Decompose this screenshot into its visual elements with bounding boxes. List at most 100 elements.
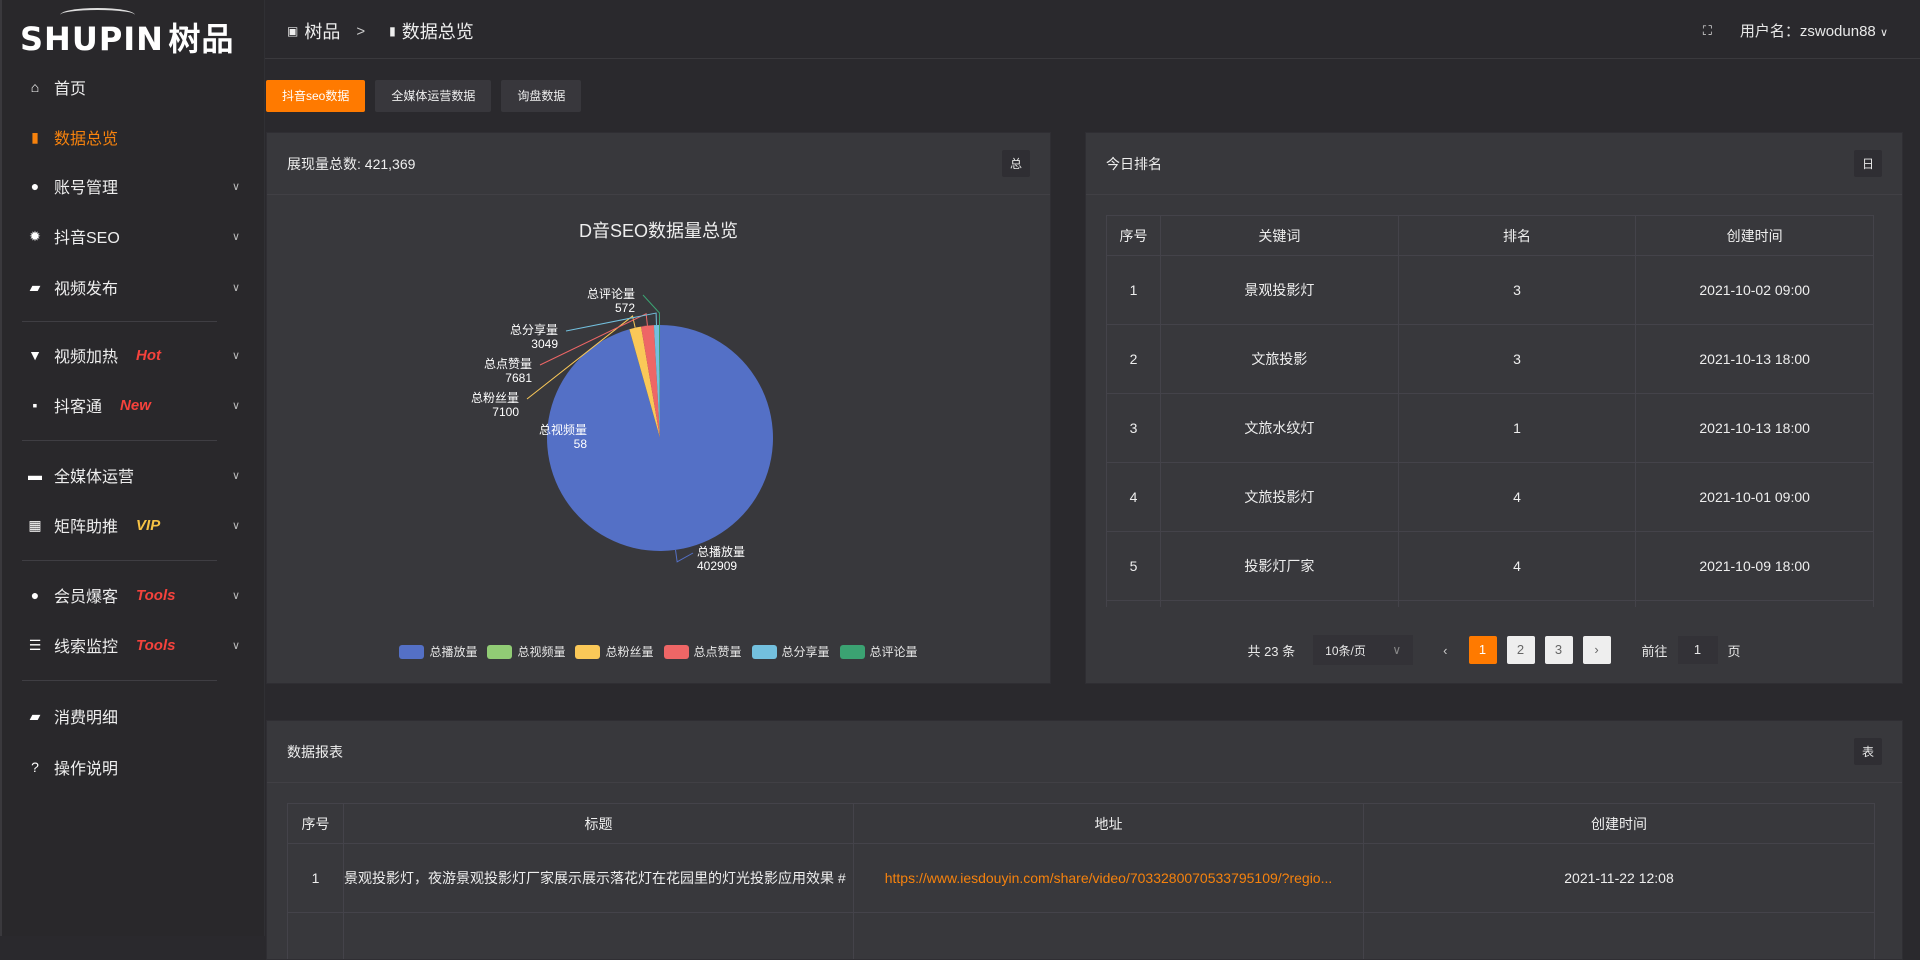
breadcrumb-separator: > <box>356 23 365 40</box>
sidebar-item[interactable]: ▬全媒体运营∨ <box>2 455 264 495</box>
page-size-select[interactable]: 10条/页∨ <box>1313 635 1413 665</box>
goto-page-input[interactable]: 1 <box>1678 636 1718 664</box>
monitor-icon: ▬ <box>26 467 44 483</box>
chart-icon: ▣ <box>287 24 298 38</box>
legend-item[interactable]: 总分享量 <box>752 643 830 660</box>
sidebar-item-label: 会员爆客 <box>54 583 118 607</box>
legend-swatch <box>399 645 424 659</box>
sidebar-item[interactable]: ⌂首页 <box>2 67 264 107</box>
sidebar-badge: Hot <box>136 347 161 364</box>
legend-swatch <box>487 645 512 659</box>
chevron-down-icon: ∨ <box>232 281 240 294</box>
table-cell: 1 <box>288 844 344 913</box>
sidebar: SHUPIN 树品 ⌂首页▮数据总览●账号管理∨✹抖音SEO∨▰视频发布∨▼视频… <box>0 0 265 936</box>
column-header: 排名 <box>1398 216 1636 256</box>
breadcrumb-home[interactable]: 树品 <box>304 18 340 44</box>
camera-icon: ▰ <box>26 279 44 296</box>
grid-icon: ▦ <box>26 517 44 534</box>
sidebar-item-label: 矩阵助推 <box>54 513 118 537</box>
sidebar-divider <box>22 680 217 681</box>
user-menu[interactable]: 用户名：zswodun88 ∨ <box>1740 20 1888 41</box>
data-tabs: 抖音seo数据 全媒体运营数据 询盘数据 <box>266 80 581 112</box>
page-button[interactable]: 1 <box>1469 636 1497 664</box>
chevron-down-icon: ∨ <box>232 230 240 243</box>
sidebar-item-label: 消费明细 <box>54 704 118 728</box>
pie-leader-line <box>676 550 693 562</box>
tab-inquiry[interactable]: 询盘数据 <box>501 80 581 112</box>
report-tag[interactable]: 表 <box>1854 738 1882 765</box>
table-row <box>1107 601 1874 608</box>
bar-chart-icon: ▮ <box>26 129 44 146</box>
sidebar-item[interactable]: ▮数据总览 <box>2 117 264 157</box>
column-header: 序号 <box>1107 216 1161 256</box>
chevron-down-icon: ∨ <box>232 639 240 652</box>
sidebar-divider <box>22 560 217 561</box>
chevron-down-icon: ∨ <box>1880 27 1888 39</box>
report-title: 数据报表 <box>287 742 343 762</box>
column-header: 关键词 <box>1161 216 1399 256</box>
legend-item[interactable]: 总评论量 <box>840 643 918 660</box>
sidebar-item[interactable]: ✹抖音SEO∨ <box>2 216 264 256</box>
legend-swatch <box>575 645 600 659</box>
chat-icon: ▪ <box>26 397 44 413</box>
table-cell: 1 <box>1398 394 1636 463</box>
prev-page-button[interactable]: ‹ <box>1443 643 1447 658</box>
legend-swatch <box>840 645 865 659</box>
logo: SHUPIN 树品 <box>20 14 250 56</box>
tab-douyin-seo[interactable]: 抖音seo数据 <box>266 80 365 112</box>
legend-item[interactable]: 总点赞量 <box>664 643 742 660</box>
page-button[interactable]: 3 <box>1545 636 1573 664</box>
wallet-icon: ▰ <box>26 708 44 725</box>
sidebar-item[interactable]: ▰视频发布∨ <box>2 267 264 307</box>
page-button[interactable]: 2 <box>1507 636 1535 664</box>
sidebar-badge: VIP <box>136 517 160 534</box>
sidebar-item-label: 首页 <box>54 75 86 99</box>
sidebar-badge: Tools <box>136 637 175 654</box>
legend-item[interactable]: 总播放量 <box>399 643 477 660</box>
pie-leader-line <box>643 295 660 325</box>
table-cell: 2021-10-13 18:00 <box>1636 325 1874 394</box>
table-cell: 文旅投影 <box>1161 325 1399 394</box>
chevron-down-icon: ∨ <box>232 589 240 602</box>
next-page-button[interactable]: › <box>1583 636 1611 664</box>
table-cell: 4 <box>1107 463 1161 532</box>
goto-label: 前往 <box>1642 641 1668 660</box>
column-header: 标题 <box>344 804 854 844</box>
sidebar-item[interactable]: ?操作说明 <box>2 747 264 787</box>
table-cell: 4 <box>1398 463 1636 532</box>
column-header: 序号 <box>288 804 344 844</box>
chevron-down-icon: ∨ <box>232 180 240 193</box>
total-count: 共 23 条 <box>1247 641 1295 660</box>
gear-icon: ✹ <box>26 228 44 245</box>
table-row <box>288 913 1875 960</box>
bar-chart-icon: ▮ <box>389 24 396 38</box>
fullscreen-icon[interactable]: ⛶ <box>1703 23 1712 39</box>
ranking-tag[interactable]: 日 <box>1854 150 1882 177</box>
sidebar-divider <box>22 440 217 441</box>
table-cell[interactable]: https://www.iesdouyin.com/share/video/70… <box>854 844 1364 913</box>
tab-all-media[interactable]: 全媒体运营数据 <box>375 80 491 112</box>
sidebar-item[interactable]: ▰ 消费明细 <box>2 696 264 736</box>
table-cell: 3 <box>1398 256 1636 325</box>
table-cell: 4 <box>1398 532 1636 601</box>
chevron-down-icon: ∨ <box>232 349 240 362</box>
legend-item[interactable]: 总粉丝量 <box>575 643 653 660</box>
legend-item[interactable]: 总视频量 <box>487 643 565 660</box>
table-cell: 文旅水纹灯 <box>1161 394 1399 463</box>
sidebar-item[interactable]: ●账号管理∨ <box>2 166 264 206</box>
table-cell: 2021-10-02 09:00 <box>1636 256 1874 325</box>
